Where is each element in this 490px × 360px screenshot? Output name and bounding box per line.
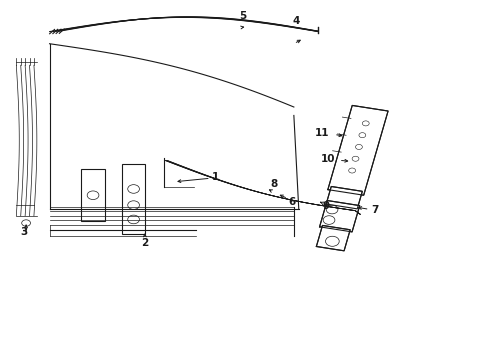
Circle shape <box>352 156 359 161</box>
Text: 5: 5 <box>239 11 246 21</box>
Circle shape <box>128 201 140 210</box>
Bar <box>122 164 146 234</box>
Text: 3: 3 <box>21 227 28 237</box>
Text: 1: 1 <box>212 172 220 182</box>
Circle shape <box>323 216 335 224</box>
Text: 9: 9 <box>322 201 329 211</box>
Circle shape <box>22 220 30 226</box>
Circle shape <box>87 191 99 199</box>
Polygon shape <box>326 186 362 209</box>
Circle shape <box>128 215 140 224</box>
Polygon shape <box>317 225 350 251</box>
Circle shape <box>349 168 356 173</box>
Text: 7: 7 <box>371 206 378 216</box>
Text: 11: 11 <box>315 129 329 138</box>
Circle shape <box>356 144 363 149</box>
Circle shape <box>359 132 366 138</box>
Bar <box>81 169 105 221</box>
Circle shape <box>326 205 338 214</box>
Circle shape <box>362 121 369 126</box>
Circle shape <box>325 236 339 246</box>
Text: 6: 6 <box>288 197 295 207</box>
Polygon shape <box>319 201 360 232</box>
Circle shape <box>128 185 140 193</box>
Text: 10: 10 <box>321 154 335 164</box>
Text: 4: 4 <box>293 17 300 27</box>
Text: 8: 8 <box>270 179 278 189</box>
Text: 2: 2 <box>141 238 148 248</box>
Polygon shape <box>328 105 388 195</box>
